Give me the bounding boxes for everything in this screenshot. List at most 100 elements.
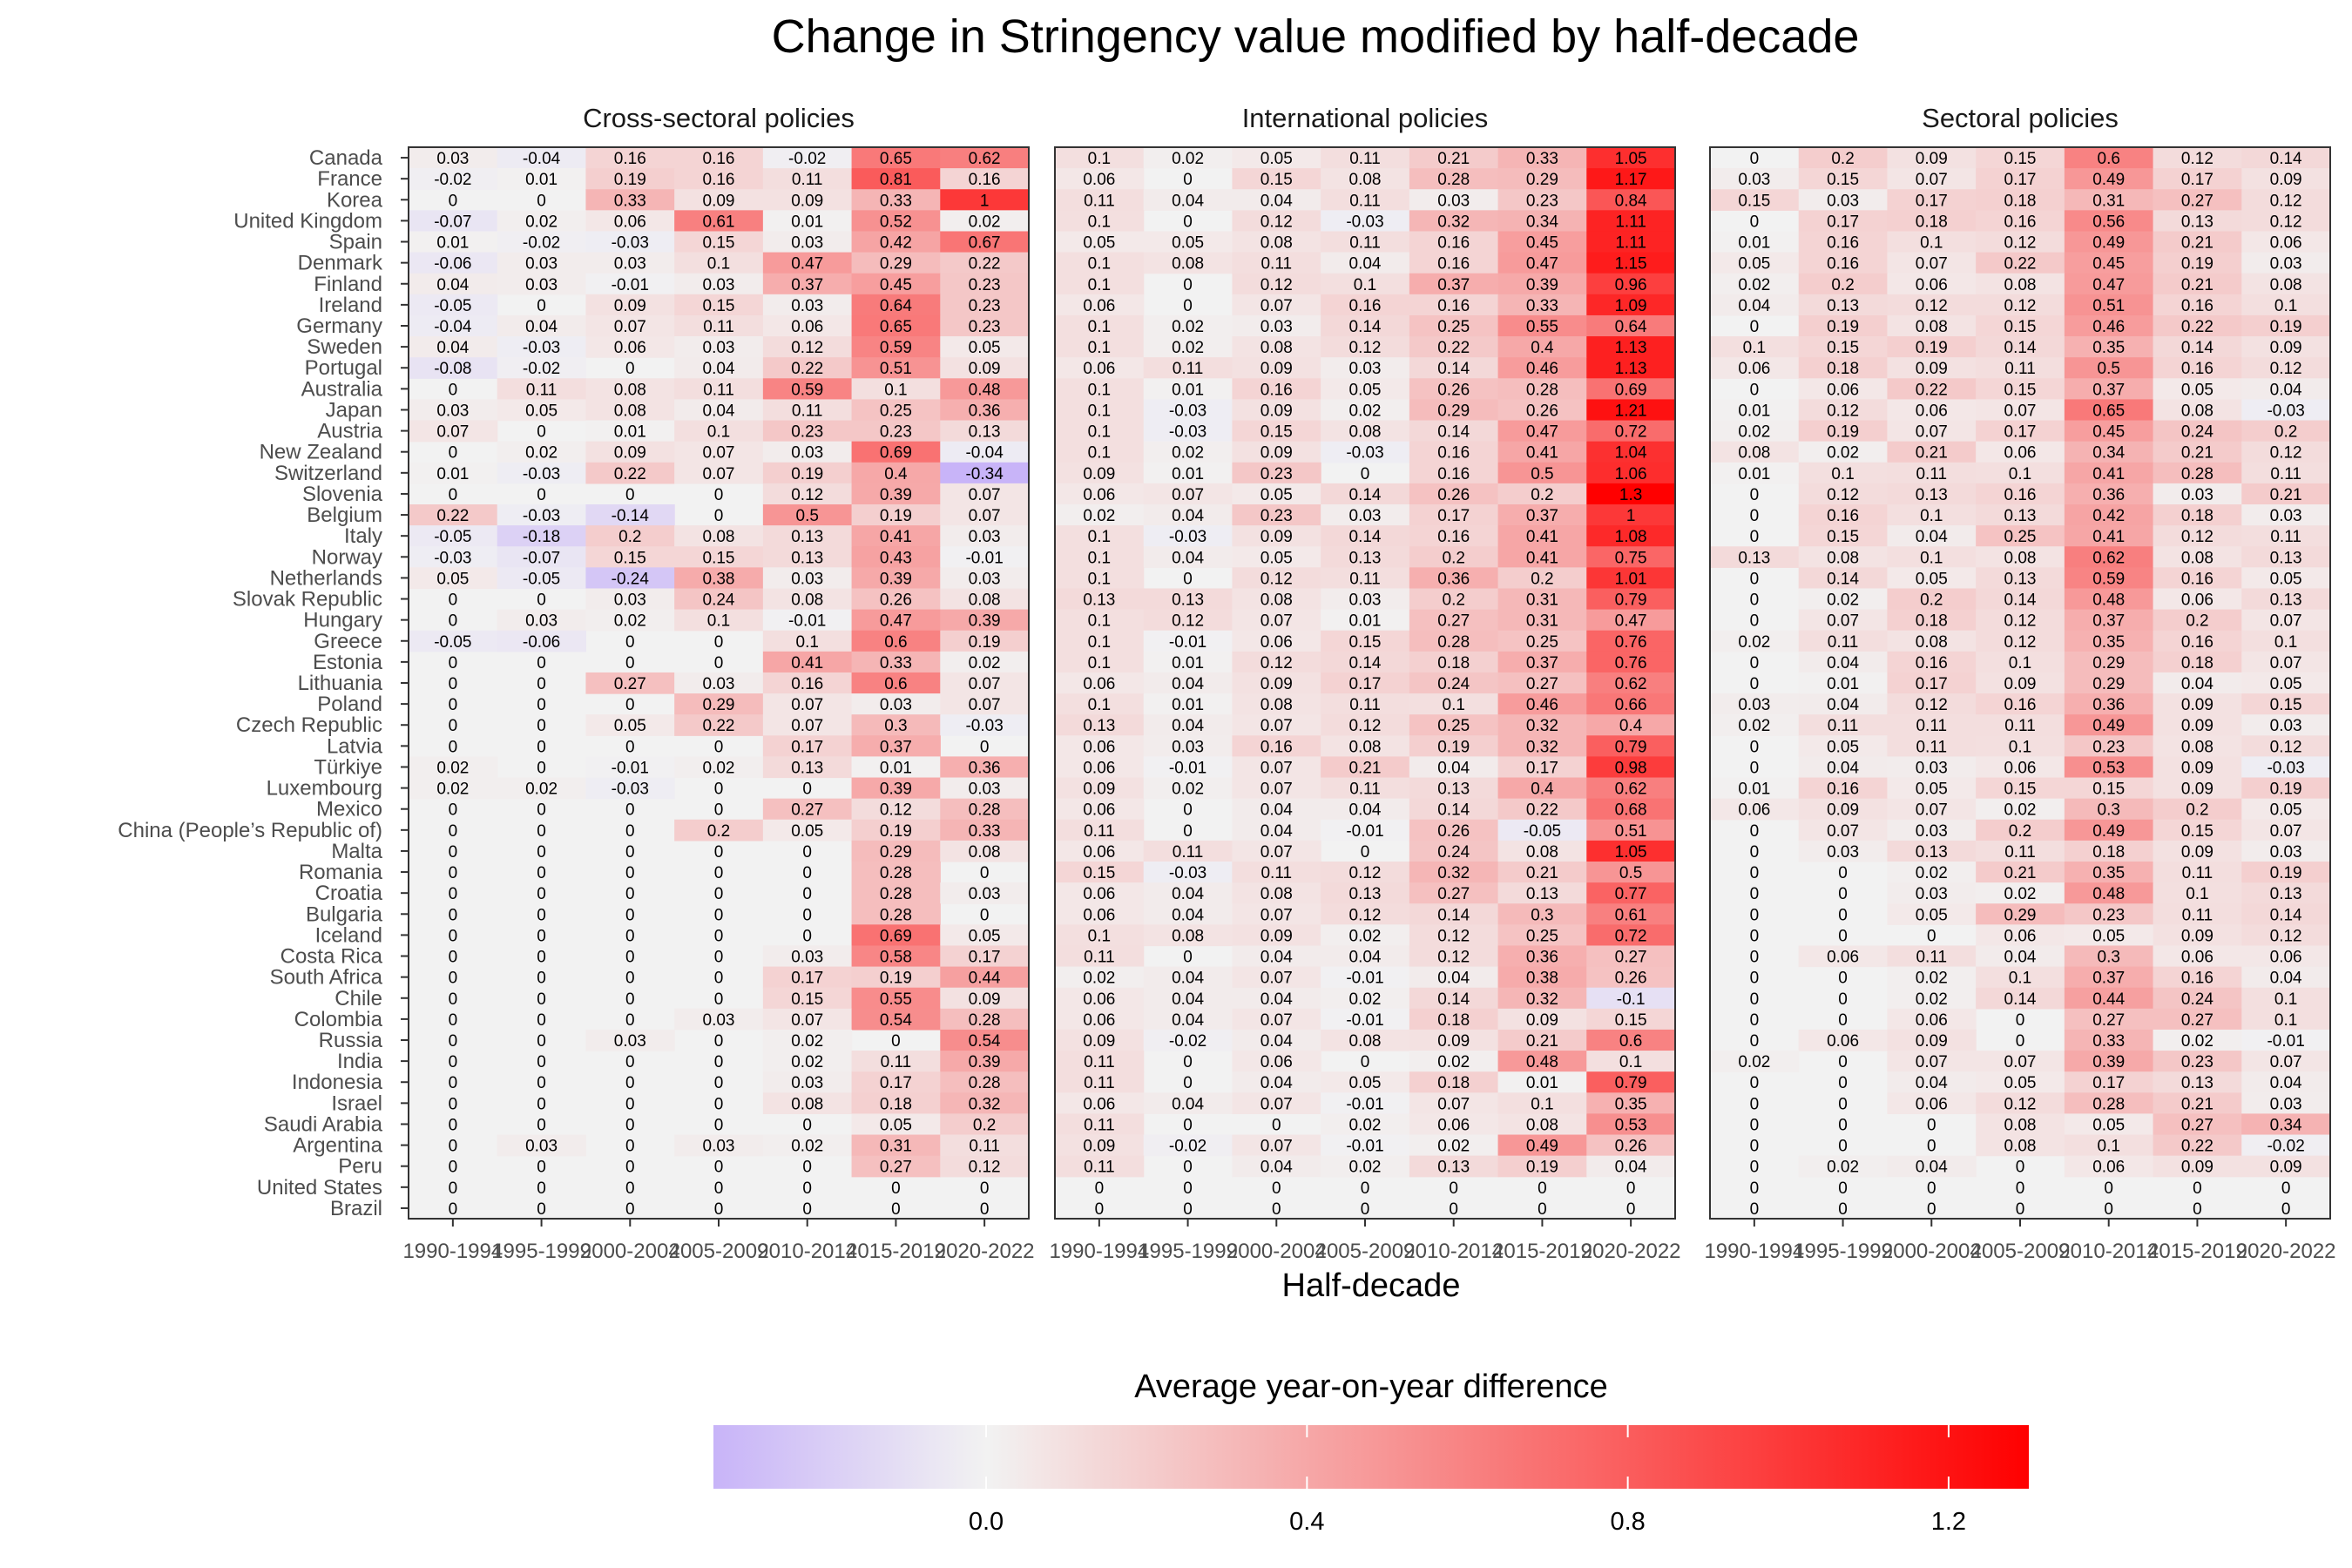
heatmap-cell <box>409 567 498 590</box>
cell-value-label: 0.48 <box>2092 591 2125 610</box>
heatmap-cell <box>674 756 764 779</box>
heatmap-cell <box>940 651 1030 673</box>
cell-value-label: 0 <box>449 822 458 841</box>
heatmap-cell <box>2153 672 2242 694</box>
heatmap-cell <box>1232 924 1321 947</box>
heatmap-cell <box>762 1134 853 1157</box>
heatmap-cell <box>851 399 941 422</box>
heatmap-cell <box>1055 651 1145 673</box>
heatmap-cell <box>1887 903 1977 925</box>
cell-value-label: 0.03 <box>2270 255 2302 274</box>
cell-value-label: 0.1 <box>1088 444 1111 463</box>
heatmap-cell <box>2064 1029 2154 1051</box>
cell-value-label: 0.1 <box>1354 276 1376 294</box>
cell-value-label: 0 <box>537 423 546 442</box>
cell-value-label: 0 <box>1838 1200 1848 1219</box>
cell-value-label: 0.04 <box>1916 528 1948 546</box>
cell-value-label: 0.12 <box>2181 528 2213 546</box>
cell-value-label: 0.11 <box>1084 1159 1115 1177</box>
cell-value-label: 0.19 <box>1827 423 1859 442</box>
heatmap-cell <box>1798 504 1889 526</box>
cell-value-label: 0 <box>1750 885 1760 903</box>
cell-value-label: 0 <box>1183 1200 1193 1219</box>
heatmap-cell <box>1798 1029 1889 1051</box>
cell-value-label: 0.15 <box>1083 864 1115 882</box>
heatmap-cell <box>2153 882 2242 904</box>
cell-value-label: 0.22 <box>1437 339 1470 357</box>
cell-value-label: 0.06 <box>1827 1032 1859 1051</box>
cell-value-label: 0.02 <box>1827 444 1859 463</box>
heatmap-cell <box>2064 357 2154 379</box>
heatmap-cell <box>1497 693 1587 715</box>
heatmap-cell <box>1321 168 1410 190</box>
heatmap-cell <box>1798 231 1889 253</box>
heatmap-cell <box>1055 924 1145 947</box>
cell-value-label: 0.1 <box>1531 1095 1553 1113</box>
cell-value-label: 0.61 <box>703 213 735 231</box>
cell-value-label: 0.03 <box>791 570 823 588</box>
heatmap-cell <box>940 462 1030 484</box>
cell-value-label: 0.17 <box>1827 213 1859 231</box>
cell-value-label: 0.18 <box>1437 1011 1470 1030</box>
cell-value-label: 0.27 <box>2181 1011 2213 1030</box>
cell-value-label: 0.11 <box>1916 465 1947 483</box>
cell-value-label: 0.08 <box>1738 444 1770 463</box>
cell-value-label: 0.07 <box>1437 1095 1470 1113</box>
cell-value-label: 0 <box>980 1179 990 1198</box>
heatmap-cell <box>1232 735 1321 758</box>
cell-value-label: 0.09 <box>1260 927 1293 945</box>
heatmap-cell <box>940 756 1030 779</box>
heatmap-cell <box>1055 294 1145 316</box>
heatmap-cell <box>1321 504 1410 526</box>
chart-title: Change in Stringency value modified by h… <box>772 10 1860 63</box>
cell-value-label: 0.09 <box>1260 360 1293 378</box>
cell-value-label: 0 <box>1750 822 1760 841</box>
heatmap-cell <box>1232 798 1321 821</box>
cell-value-label: 0.15 <box>703 297 735 315</box>
heatmap-cell <box>1143 966 1233 989</box>
heatmap-cell <box>1976 987 2065 1010</box>
cell-value-label: 0.03 <box>2270 507 2302 525</box>
heatmap-cell <box>2153 651 2242 673</box>
heatmap-cell <box>2153 924 2242 947</box>
cell-value-label: 0.06 <box>614 339 646 357</box>
cell-value-label: 0.44 <box>2092 990 2125 1009</box>
heatmap-cell <box>2064 420 2154 443</box>
heatmap-cell <box>1409 1029 1499 1051</box>
cell-value-label: 0.07 <box>969 675 1001 693</box>
cell-value-label: 0.1 <box>2274 1011 2297 1030</box>
cell-value-label: 0.13 <box>1349 549 1382 567</box>
cell-value-label: 0.22 <box>1526 801 1558 820</box>
cell-value-label: 0 <box>537 885 546 903</box>
heatmap-cell <box>1887 862 1977 883</box>
cell-value-label: 0.66 <box>1615 696 1647 714</box>
heatmap-cell <box>1409 1051 1499 1072</box>
cell-value-label: 0 <box>714 507 724 525</box>
cell-value-label: 0 <box>449 970 458 988</box>
cell-value-label: 0.29 <box>1437 402 1470 420</box>
heatmap-cell <box>1143 504 1233 526</box>
cell-value-label: -0.18 <box>523 528 560 546</box>
cell-value-label: 0.1 <box>707 612 730 631</box>
cell-value-label: 0.09 <box>1827 801 1859 820</box>
heatmap-cell <box>1586 546 1676 568</box>
y-tick-label: Chile <box>335 987 382 1010</box>
cell-value-label: 0.02 <box>1916 990 1948 1009</box>
cell-value-label: 0.19 <box>1526 1159 1558 1177</box>
heatmap-cell <box>1232 420 1321 443</box>
cell-value-label: 0.15 <box>2004 150 2037 168</box>
cell-value-label: 0.08 <box>791 591 823 610</box>
cell-value-label: 0 <box>1750 591 1760 610</box>
cell-value-label: 0 <box>891 1032 901 1051</box>
cell-value-label: 0.03 <box>2181 486 2213 504</box>
cell-value-label: 0.05 <box>1260 486 1293 504</box>
heatmap-cell <box>1143 462 1233 484</box>
cell-value-label: 0 <box>625 990 635 1009</box>
cell-value-label: 0.26 <box>880 591 912 610</box>
y-tick-label: Italy <box>344 524 382 548</box>
heatmap-cell <box>1143 924 1233 947</box>
cell-value-label: 0.13 <box>791 528 823 546</box>
cell-value-label: 0.11 <box>1349 696 1381 714</box>
heatmap-cell <box>1497 1008 1587 1031</box>
heatmap-cell <box>762 651 853 673</box>
